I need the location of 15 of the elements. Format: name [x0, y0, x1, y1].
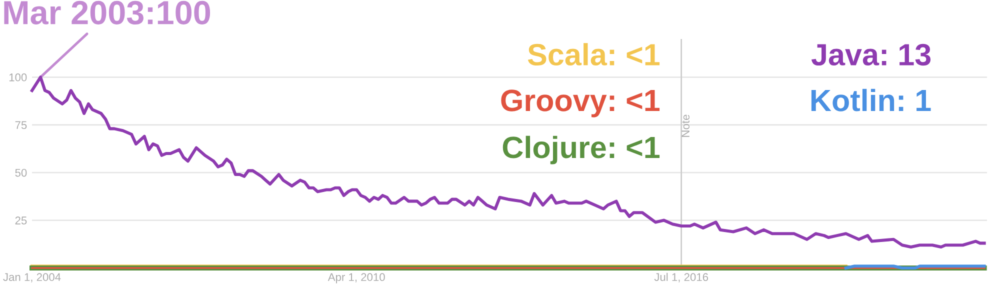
x-tick-label: Jan 1, 2004: [3, 273, 61, 282]
ref-line-label: Note: [682, 114, 690, 137]
text: Scala: <1: [528, 43, 660, 66]
text: Kotlin: 1: [811, 88, 931, 112]
x-tick-label: Apr 1, 2010: [328, 273, 385, 284]
line-series: [30, 76, 986, 249]
text: Java: 13: [811, 44, 931, 66]
annotation: Mar 2003:100: [4, 0, 210, 25]
y-tick-label: 75: [15, 121, 27, 130]
y-tick-label: 25: [15, 216, 27, 224]
text: Groovy: <1: [501, 90, 660, 118]
y-tick-label: 100: [9, 73, 27, 82]
y-tick-label: 50: [15, 168, 27, 177]
x-tick-label: Jul 1, 2016: [654, 272, 708, 282]
text: Clojure: <1: [502, 136, 660, 164]
